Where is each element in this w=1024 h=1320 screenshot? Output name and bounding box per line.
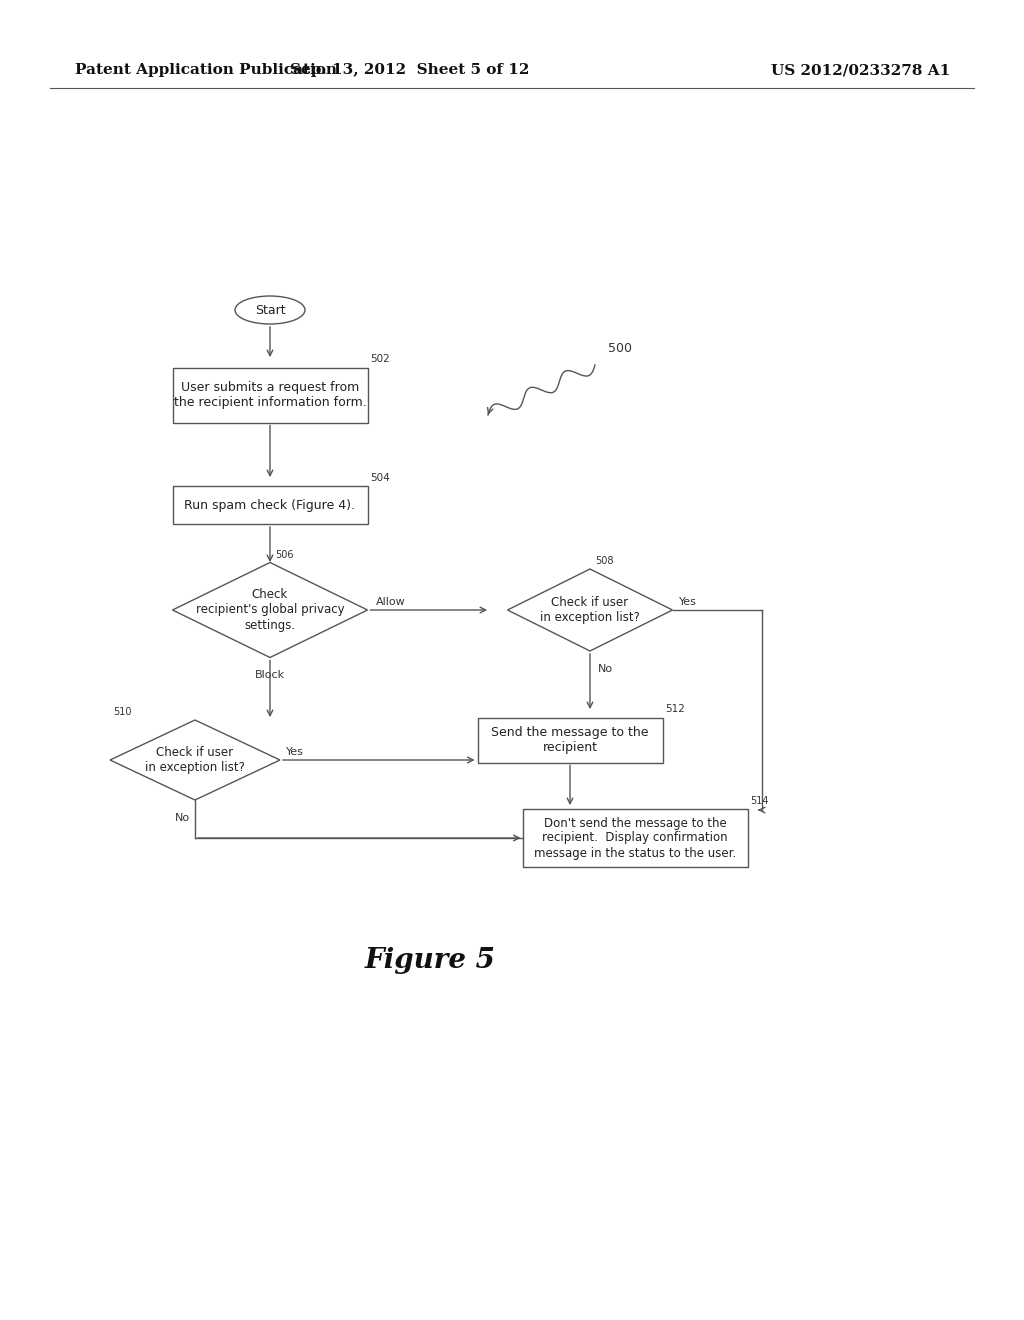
- FancyBboxPatch shape: [172, 486, 368, 524]
- Text: Yes: Yes: [286, 747, 304, 756]
- Polygon shape: [110, 719, 280, 800]
- Text: Check if user
in exception list?: Check if user in exception list?: [145, 746, 245, 774]
- Text: Block: Block: [255, 671, 285, 681]
- FancyBboxPatch shape: [522, 809, 748, 867]
- Text: User submits a request from
the recipient information form.: User submits a request from the recipien…: [174, 381, 367, 409]
- Polygon shape: [508, 569, 673, 651]
- Ellipse shape: [234, 296, 305, 323]
- Text: Yes: Yes: [679, 597, 696, 607]
- Text: Don't send the message to the
recipient.  Display confirmation
message in the st: Don't send the message to the recipient.…: [534, 817, 736, 859]
- Text: 506: 506: [275, 549, 294, 560]
- Polygon shape: [172, 562, 368, 657]
- Text: Patent Application Publication: Patent Application Publication: [75, 63, 337, 77]
- Text: Allow: Allow: [376, 597, 406, 607]
- Text: US 2012/0233278 A1: US 2012/0233278 A1: [771, 63, 950, 77]
- FancyBboxPatch shape: [172, 367, 368, 422]
- Text: 514: 514: [751, 796, 769, 807]
- Text: 512: 512: [666, 705, 685, 714]
- Text: Run spam check (Figure 4).: Run spam check (Figure 4).: [184, 499, 355, 511]
- Text: 508: 508: [595, 556, 613, 566]
- FancyBboxPatch shape: [477, 718, 663, 763]
- Text: No: No: [598, 664, 613, 675]
- Text: Check if user
in exception list?: Check if user in exception list?: [540, 597, 640, 624]
- Text: 510: 510: [113, 708, 131, 717]
- Text: Sep. 13, 2012  Sheet 5 of 12: Sep. 13, 2012 Sheet 5 of 12: [291, 63, 529, 77]
- Text: No: No: [175, 813, 190, 822]
- Text: Figure 5: Figure 5: [365, 946, 496, 974]
- Text: 504: 504: [371, 473, 390, 483]
- Text: Send the message to the
recipient: Send the message to the recipient: [492, 726, 649, 754]
- Text: 500: 500: [608, 342, 632, 355]
- Text: Check
recipient's global privacy
settings.: Check recipient's global privacy setting…: [196, 589, 344, 631]
- Text: 502: 502: [371, 355, 390, 364]
- Text: Start: Start: [255, 304, 286, 317]
